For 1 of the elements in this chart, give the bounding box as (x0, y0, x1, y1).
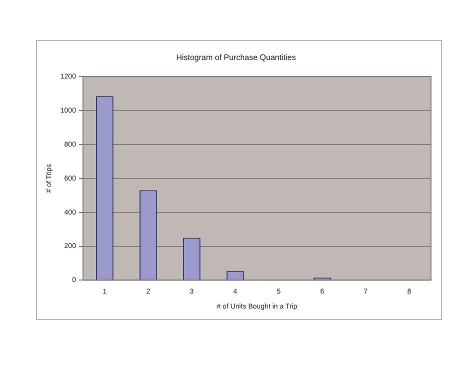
chart-title: Histogram of Purchase Quantities (176, 53, 296, 62)
